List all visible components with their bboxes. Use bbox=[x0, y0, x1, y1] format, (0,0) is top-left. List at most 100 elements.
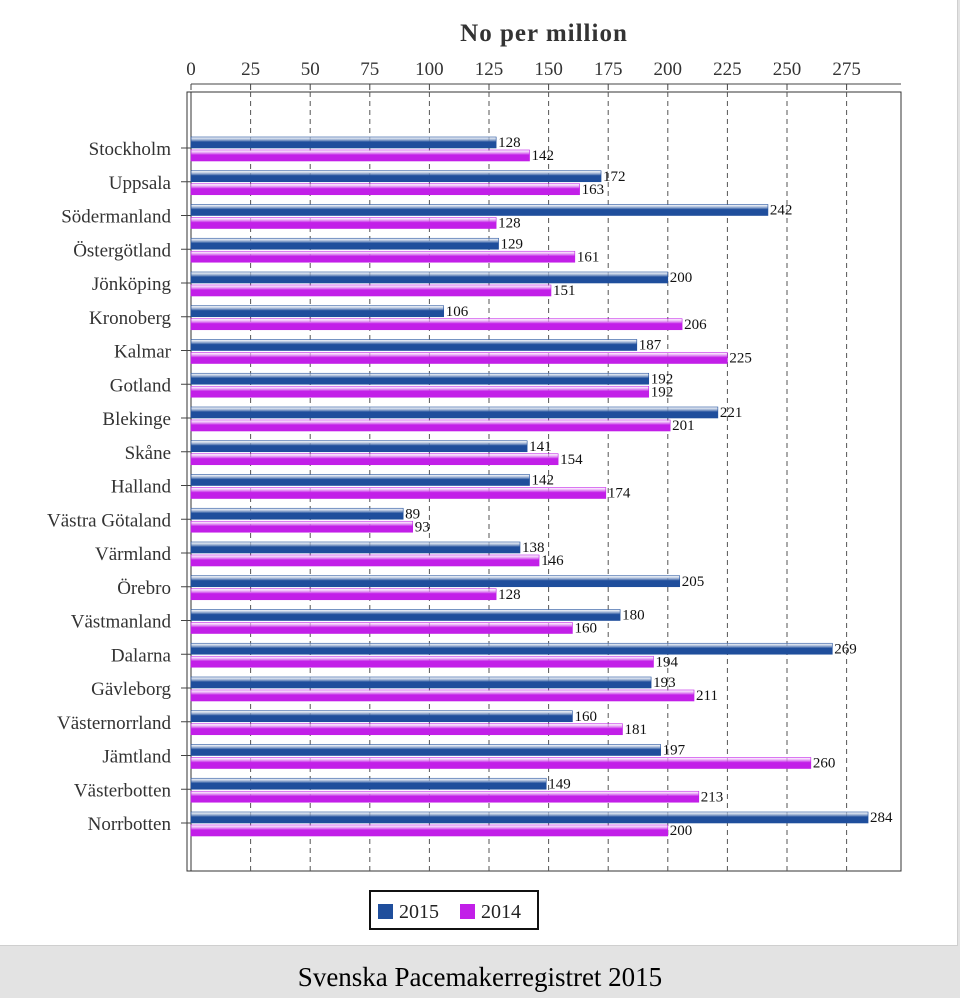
bar-2014 bbox=[190, 453, 559, 466]
bar-2015 bbox=[190, 136, 497, 149]
category-label: Jämtland bbox=[102, 747, 171, 768]
data-label: 200 bbox=[670, 823, 693, 839]
bar-2015 bbox=[190, 339, 638, 351]
bar-2014 bbox=[190, 487, 607, 499]
category-label: Västra Götaland bbox=[47, 510, 171, 531]
data-label: 160 bbox=[574, 621, 597, 637]
x-tick-label: 200 bbox=[654, 59, 683, 80]
data-label: 163 bbox=[582, 182, 605, 198]
data-label: 161 bbox=[577, 249, 600, 265]
bar-2015 bbox=[190, 474, 530, 486]
data-label: 172 bbox=[603, 169, 626, 185]
category-label: Jönköping bbox=[92, 274, 172, 295]
data-label: 206 bbox=[684, 317, 707, 333]
legend-swatch-2015 bbox=[378, 904, 393, 919]
x-tick-label: 50 bbox=[301, 59, 320, 80]
bar-chart: No per million 0 25 50 75 100 125 150 175 200 225 2… bbox=[47, 20, 902, 930]
data-label: 225 bbox=[729, 351, 752, 367]
bar-2014 bbox=[190, 284, 552, 297]
bar-2014 bbox=[190, 318, 683, 331]
data-label: 128 bbox=[498, 587, 520, 603]
x-tick-label: 150 bbox=[534, 59, 563, 80]
data-label: 192 bbox=[651, 371, 674, 387]
bar-2014 bbox=[190, 149, 530, 162]
data-label: 181 bbox=[625, 722, 648, 738]
category-label: Skåne bbox=[125, 443, 171, 464]
bar-2015 bbox=[190, 507, 404, 520]
bar-2015 bbox=[190, 744, 661, 756]
data-label: 129 bbox=[501, 236, 524, 252]
bar-2015 bbox=[190, 541, 521, 554]
category-label: Västmanland bbox=[71, 612, 172, 633]
bar-2014 bbox=[190, 352, 728, 364]
data-label: 174 bbox=[608, 486, 631, 502]
plot-frame bbox=[186, 91, 902, 872]
data-label: 194 bbox=[655, 654, 678, 670]
data-label: 146 bbox=[541, 553, 564, 569]
data-label: 192 bbox=[651, 384, 674, 400]
x-tick-label: 75 bbox=[360, 59, 379, 80]
data-label: 89 bbox=[405, 506, 420, 522]
bar-2015 bbox=[190, 204, 769, 216]
data-label: 197 bbox=[663, 743, 686, 759]
bar-2015 bbox=[190, 271, 669, 284]
chart-title: No per million bbox=[460, 20, 628, 47]
category-label: Gotland bbox=[110, 375, 172, 396]
category-label: Stockholm bbox=[89, 139, 172, 160]
data-label: 141 bbox=[529, 439, 552, 455]
x-tick-label: 175 bbox=[594, 59, 623, 80]
legend-label: 2014 bbox=[481, 901, 521, 923]
bar-2015 bbox=[190, 372, 650, 385]
category-label: Blekinge bbox=[102, 409, 171, 430]
data-label: 154 bbox=[560, 452, 583, 468]
x-tick-label: 250 bbox=[773, 59, 802, 80]
bar-2014 bbox=[190, 419, 671, 432]
data-label: 138 bbox=[522, 540, 545, 556]
data-label: 242 bbox=[770, 203, 793, 219]
bar-2015 bbox=[190, 406, 719, 419]
bar-2014 bbox=[190, 723, 623, 736]
data-label: 187 bbox=[639, 338, 662, 354]
bar-2015 bbox=[190, 676, 652, 689]
legend-label: 2015 bbox=[399, 901, 439, 923]
bar-2014 bbox=[190, 655, 654, 668]
data-label: 180 bbox=[622, 608, 645, 624]
data-label: 128 bbox=[498, 216, 520, 232]
category-label: Västerbotten bbox=[74, 780, 172, 801]
data-label: 269 bbox=[834, 641, 857, 657]
x-tick-label: 0 bbox=[186, 59, 196, 80]
x-tick-label: 100 bbox=[415, 59, 444, 80]
bar-2014 bbox=[190, 588, 497, 601]
category-label: Västernorrland bbox=[57, 713, 171, 734]
category-label: Örebro bbox=[117, 578, 171, 599]
data-label: 149 bbox=[548, 776, 571, 792]
bar-2014 bbox=[190, 217, 497, 229]
data-label: 193 bbox=[653, 675, 676, 691]
data-label: 211 bbox=[696, 688, 718, 704]
footer-caption: Svenska Pacemakerregistret 2015 bbox=[297, 962, 663, 992]
bar-2014 bbox=[190, 757, 812, 769]
bar-2015 bbox=[190, 575, 681, 588]
data-label: 205 bbox=[682, 574, 705, 590]
category-label: Östergötland bbox=[73, 240, 171, 261]
x-tick-label: 225 bbox=[713, 59, 742, 80]
category-label: Kronoberg bbox=[89, 308, 171, 329]
bar-2014 bbox=[190, 824, 669, 837]
data-label: 142 bbox=[532, 473, 555, 489]
data-label: 201 bbox=[672, 418, 695, 434]
bar-2014 bbox=[190, 622, 573, 634]
category-label: Norrbotten bbox=[88, 814, 172, 835]
bar-2015 bbox=[190, 777, 547, 790]
data-label: 151 bbox=[553, 283, 576, 299]
bar-2014 bbox=[190, 250, 576, 263]
bar-2014 bbox=[190, 385, 650, 398]
bar-2014 bbox=[190, 554, 540, 567]
data-label: 284 bbox=[870, 810, 893, 826]
data-label: 142 bbox=[532, 148, 555, 164]
bar-2014 bbox=[190, 183, 580, 196]
data-label: 160 bbox=[574, 709, 597, 725]
category-label: Värmland bbox=[95, 544, 171, 565]
legend-box bbox=[369, 890, 539, 930]
data-label: 200 bbox=[670, 270, 693, 286]
x-tick-label: 125 bbox=[475, 59, 504, 80]
